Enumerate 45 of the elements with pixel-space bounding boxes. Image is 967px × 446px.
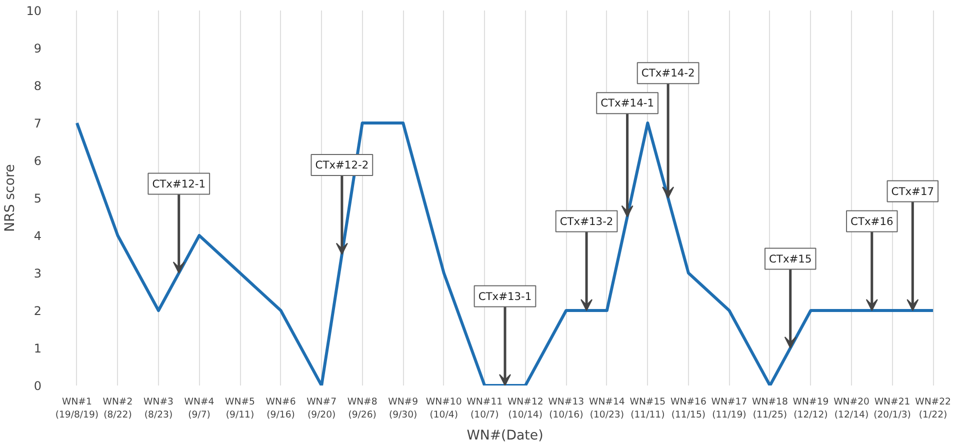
y-tick-label: 10 bbox=[26, 4, 42, 18]
y-tick-label: 0 bbox=[34, 379, 42, 393]
x-tick-label: WN#2 (8/22) bbox=[102, 396, 133, 421]
annotation: CTx#15 bbox=[768, 252, 812, 266]
y-tick-label: 2 bbox=[34, 304, 42, 318]
y-tick-label: 8 bbox=[34, 79, 42, 93]
x-tick-label: WN#5 (9/11) bbox=[225, 396, 256, 421]
x-tick-label: WN#20 (12/14) bbox=[834, 396, 870, 421]
y-tick-label: 7 bbox=[34, 116, 42, 130]
annotation: CTx#13-1 bbox=[478, 290, 532, 303]
x-tick-label: WN#12 (10/14) bbox=[507, 396, 544, 421]
annotation: CTx#12-1 bbox=[152, 177, 206, 190]
x-tick-label: WN#9 (9/30) bbox=[388, 396, 418, 421]
x-tick-label: WN#16 (11/15) bbox=[670, 396, 706, 421]
x-tick-label: WN#8 (9/26) bbox=[347, 396, 378, 421]
x-tick-label: WN#15 (11/11) bbox=[630, 396, 666, 421]
x-tick-label: WN#14 (10/23) bbox=[588, 396, 625, 421]
y-tick-label: 5 bbox=[34, 192, 42, 206]
annotation: CTx#13-2 bbox=[560, 214, 614, 228]
annotation: CTx#12-2 bbox=[315, 158, 369, 172]
annotation: CTx#14-2 bbox=[641, 66, 695, 80]
annotation: CTx#14-1 bbox=[600, 96, 654, 110]
y-axis-title: NRS score bbox=[3, 164, 18, 232]
line-series bbox=[75, 122, 935, 386]
x-axis-title: WN#(Date) bbox=[466, 428, 544, 444]
y-tick-label: 4 bbox=[34, 229, 42, 243]
x-tick-label: WN#18 (11/25) bbox=[752, 396, 788, 421]
x-tick-label: WN#21 (20/1/3) bbox=[874, 396, 911, 421]
x-tick-label: WN#13 (10/16) bbox=[548, 396, 584, 421]
y-tick-label: 3 bbox=[34, 266, 42, 280]
y-tick-label: 1 bbox=[34, 342, 42, 356]
x-tick-label: WN#11 (10/7) bbox=[466, 396, 503, 421]
x-tick-label: WN#17 (11/19) bbox=[711, 396, 748, 421]
y-tick-label: 9 bbox=[34, 42, 42, 56]
x-tick-label: WN#22 (1/22) bbox=[915, 396, 951, 421]
x-tick-label: WN#7 (9/20) bbox=[306, 396, 337, 421]
x-tick-label: WN#1 (19/8/19) bbox=[55, 396, 99, 421]
x-tick-label: WN#6 (9/16) bbox=[266, 396, 296, 421]
annotation: CTx#17 bbox=[891, 184, 934, 198]
x-tick-label: WN#3 (8/23) bbox=[144, 396, 174, 421]
x-tick-label: WN#19 (12/12) bbox=[792, 396, 829, 421]
annotation: CTx#16 bbox=[850, 214, 894, 228]
x-tick-label: WN#4 (9/7) bbox=[184, 396, 214, 421]
y-tick-label: 6 bbox=[34, 154, 42, 168]
x-tick-label: WN#10 (10/4) bbox=[426, 396, 462, 421]
